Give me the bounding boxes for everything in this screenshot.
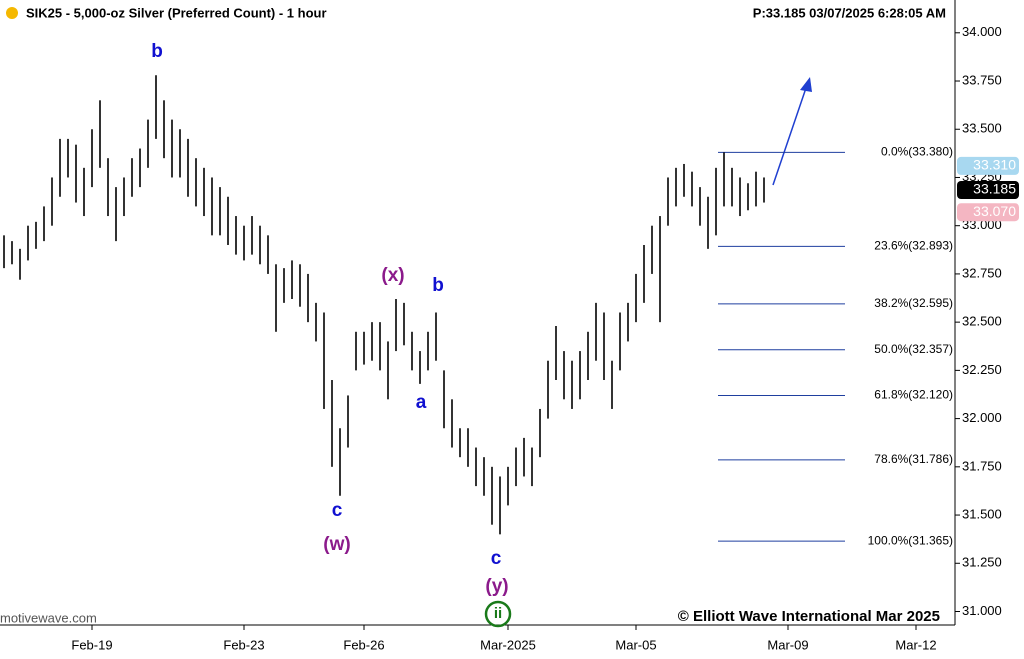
wave-label: c	[332, 500, 343, 521]
price-tag	[957, 203, 1019, 222]
wave-label: ii	[494, 605, 502, 622]
fib-label: 23.6%(32.893)	[874, 239, 953, 253]
fib-label: 50.0%(32.357)	[874, 342, 953, 356]
fib-label: 100.0%(31.365)	[868, 533, 953, 547]
y-tick-label: 32.750	[962, 265, 1002, 280]
fib-label: 61.8%(32.120)	[874, 388, 953, 402]
y-tick-label: 34.000	[962, 24, 1002, 39]
arrow-head	[800, 77, 812, 92]
x-tick-label: Mar-05	[615, 637, 656, 652]
y-tick-label: 31.250	[962, 555, 1002, 570]
source: motivewave.com	[0, 610, 97, 625]
status-dot	[6, 7, 18, 19]
x-tick-label: Feb-26	[343, 637, 384, 652]
wave-circle	[484, 600, 512, 628]
price-tag-label: 33.070	[973, 203, 1016, 219]
wave-label: (y)	[485, 576, 508, 597]
x-tick-label: Mar-2025	[480, 637, 536, 652]
y-tick-label: 32.000	[962, 410, 1002, 425]
price-tag	[957, 156, 1019, 175]
y-tick-label: 31.500	[962, 506, 1002, 521]
price-info: P:33.185 03/07/2025 6:28:05 AM	[753, 5, 946, 20]
x-tick-label: Feb-23	[223, 637, 264, 652]
chart-title: SIK25 - 5,000-oz Silver (Preferred Count…	[26, 5, 327, 20]
fib-label: 38.2%(32.595)	[874, 296, 953, 310]
fib-label: 0.0%(33.380)	[881, 145, 953, 159]
x-tick-label: Feb-19	[71, 637, 112, 652]
wave-label: a	[416, 392, 427, 413]
wave-label: (w)	[323, 534, 350, 555]
projection-arrow	[772, 87, 807, 186]
wave-label: (x)	[381, 265, 404, 286]
wave-label: b	[432, 275, 444, 296]
y-tick-label: 32.250	[962, 362, 1002, 377]
y-tick-label: 31.000	[962, 603, 1002, 618]
x-tick-label: Mar-09	[767, 637, 808, 652]
wave-label: b	[151, 41, 163, 62]
wave-label: c	[491, 548, 502, 569]
price-tag-label: 33.185	[973, 181, 1016, 197]
copyright: © Elliott Wave International Mar 2025	[678, 608, 940, 625]
y-tick-label: 32.500	[962, 314, 1002, 329]
y-tick-label: 31.750	[962, 458, 1002, 473]
price-tag-label: 33.310	[973, 157, 1016, 173]
x-tick-label: Mar-12	[895, 637, 936, 652]
y-tick-label: 33.750	[962, 72, 1002, 87]
price-tag	[957, 181, 1019, 200]
y-tick-label: 33.500	[962, 121, 1002, 136]
fib-label: 78.6%(31.786)	[874, 452, 953, 466]
